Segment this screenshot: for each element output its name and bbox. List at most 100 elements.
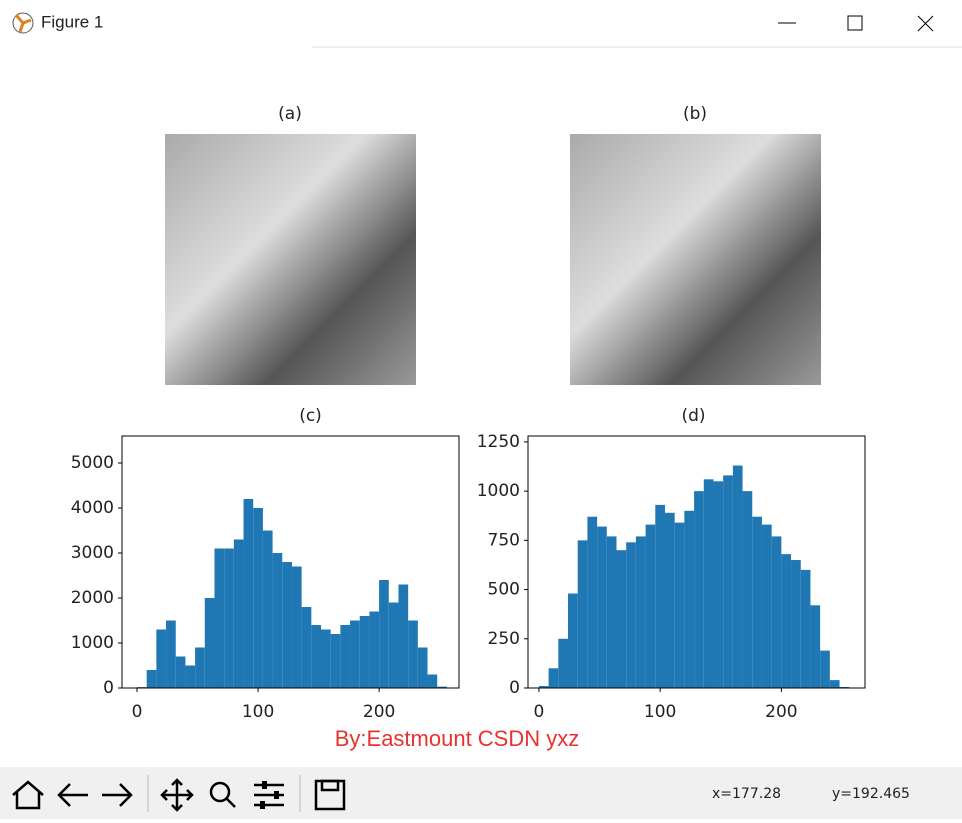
histogram-bar: [398, 584, 409, 688]
histogram-bar: [635, 536, 646, 688]
histogram-bar: [321, 629, 331, 688]
zoom-button[interactable]: [209, 781, 236, 808]
histogram-bar: [233, 539, 244, 688]
histogram-bar: [606, 536, 617, 688]
histogram-bar: [330, 634, 341, 688]
x-tick-label: 200: [363, 702, 395, 722]
y-tick-label: 0: [509, 678, 520, 698]
histogram-bar: [272, 553, 283, 688]
histogram-bar: [616, 550, 627, 688]
histogram-bar: [703, 479, 714, 688]
configure-button[interactable]: [254, 781, 284, 809]
y-tick-label: 2000: [71, 588, 114, 608]
histogram-bar: [166, 620, 176, 688]
y-tick-label: 5000: [71, 453, 114, 473]
histogram-bar: [577, 540, 588, 688]
status-y: y=192.465: [832, 786, 910, 802]
histogram-bar: [713, 481, 724, 688]
histogram-bar: [587, 516, 598, 688]
histogram-bar: [538, 686, 549, 688]
app-icon-mark: [14, 14, 32, 33]
histogram-bar: [558, 638, 569, 688]
home-button[interactable]: [12, 780, 44, 810]
histogram-bar: [156, 629, 167, 688]
histogram-bar: [732, 465, 743, 688]
chart-title: (c): [299, 406, 322, 426]
y-tick-label: 4000: [71, 498, 114, 518]
save-button[interactable]: [314, 779, 346, 811]
histogram-bar: [185, 665, 196, 688]
histogram-bar: [626, 542, 636, 688]
histogram-bar: [684, 510, 695, 688]
histogram-bar: [800, 569, 811, 688]
histogram-bar: [437, 686, 447, 688]
x-tick-label: 100: [644, 702, 676, 722]
histogram-bar: [311, 625, 322, 688]
y-tick-label: 250: [488, 629, 520, 649]
image-title: (b): [683, 104, 707, 124]
histogram-bar: [664, 512, 675, 688]
histogram-bar: [175, 656, 186, 688]
histogram-bar: [379, 580, 389, 688]
histogram-bar: [253, 508, 263, 688]
histogram-bar: [781, 554, 792, 688]
histogram-bar: [427, 674, 438, 688]
histogram-bar: [761, 524, 772, 688]
histogram-bar: [262, 530, 273, 688]
forward-button[interactable]: [102, 783, 133, 807]
maximize-button[interactable]: [847, 15, 863, 31]
y-tick-label: 1000: [477, 481, 520, 501]
histogram-bar: [408, 620, 418, 688]
histogram-bar: [243, 499, 254, 688]
histogram-bar: [350, 620, 360, 688]
histogram-bar: [301, 607, 312, 688]
histogram-bar: [214, 548, 225, 688]
histogram-bar: [655, 504, 665, 688]
histogram-bar: [674, 522, 685, 688]
toolbar: [0, 767, 962, 819]
x-tick-label: 100: [242, 702, 274, 722]
histogram-bar: [597, 526, 607, 688]
histogram-bar: [645, 524, 656, 688]
y-tick-label: 0: [103, 678, 114, 698]
histogram-bar: [829, 680, 840, 688]
histogram-bar: [810, 605, 821, 688]
axes-frame: [121, 435, 460, 689]
chart-title: (d): [681, 406, 705, 426]
x-tick-label: 200: [765, 702, 797, 722]
pan-button[interactable]: [160, 778, 194, 812]
image: [165, 134, 416, 385]
histogram-bar: [568, 593, 578, 688]
histogram-bar: [752, 516, 762, 688]
y-tick-label: 1000: [71, 633, 114, 653]
histogram-bar: [791, 560, 801, 688]
histogram-bar: [723, 475, 733, 688]
status-x: x=177.28: [712, 786, 781, 802]
close-button[interactable]: [917, 15, 934, 32]
x-tick-label: 0: [132, 702, 143, 722]
y-tick-label: 1250: [477, 432, 520, 452]
image: [570, 134, 821, 385]
axes-frame: [527, 435, 866, 689]
histogram-bar: [282, 562, 292, 688]
histogram-bar: [195, 647, 205, 688]
image-title: (a): [278, 104, 302, 124]
histogram-bar: [694, 491, 704, 688]
watermark: By:Eastmount CSDN yxz: [335, 726, 580, 751]
y-tick-label: 500: [488, 580, 520, 600]
histogram-bar: [548, 668, 559, 688]
histogram-bar: [771, 536, 782, 688]
histogram-bar: [359, 616, 370, 688]
histogram-bar: [369, 611, 380, 688]
histogram-bar: [224, 548, 234, 688]
y-tick-label: 750: [488, 530, 520, 550]
histogram-bar: [204, 598, 215, 688]
histogram-bar: [388, 602, 399, 688]
back-button[interactable]: [57, 783, 88, 807]
histogram-bar: [820, 650, 830, 688]
histogram-bar: [417, 647, 428, 688]
histogram-bar: [340, 625, 351, 688]
